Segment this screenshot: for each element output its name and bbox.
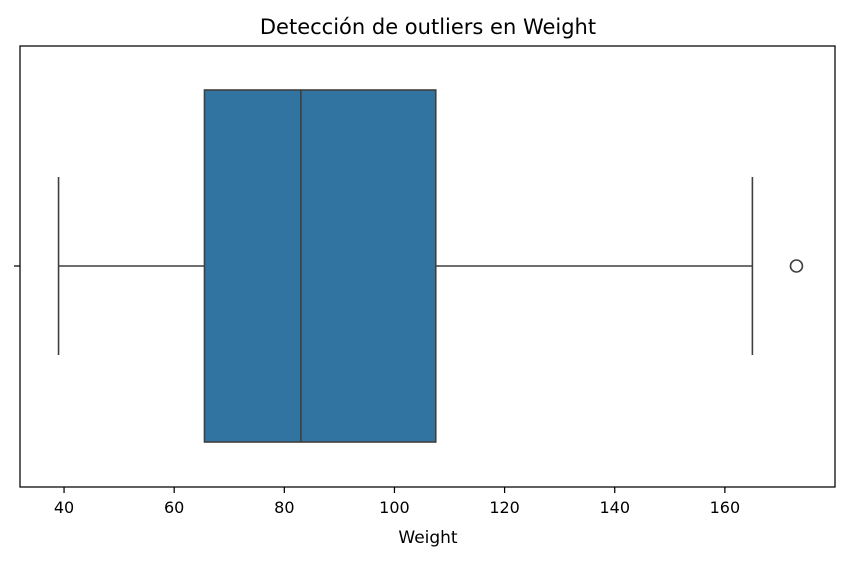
chart-title: Detección de outliers en Weight xyxy=(260,15,596,39)
x-tick-label: 80 xyxy=(274,498,294,517)
outlier-point xyxy=(789,259,804,273)
x-tick-label: 120 xyxy=(489,498,520,517)
x-tick-label: 60 xyxy=(164,498,184,517)
x-tick-label: 160 xyxy=(710,498,741,517)
x-tick-label: 140 xyxy=(599,498,630,517)
interquartile-box xyxy=(203,89,437,443)
x-tick-label: 40 xyxy=(54,498,74,517)
x-axis-label: Weight xyxy=(398,528,458,548)
x-axis-ticks: 40 60 80 100 120 140 160 xyxy=(54,487,740,517)
boxplot-series xyxy=(57,89,804,443)
x-tick-label: 100 xyxy=(379,498,410,517)
